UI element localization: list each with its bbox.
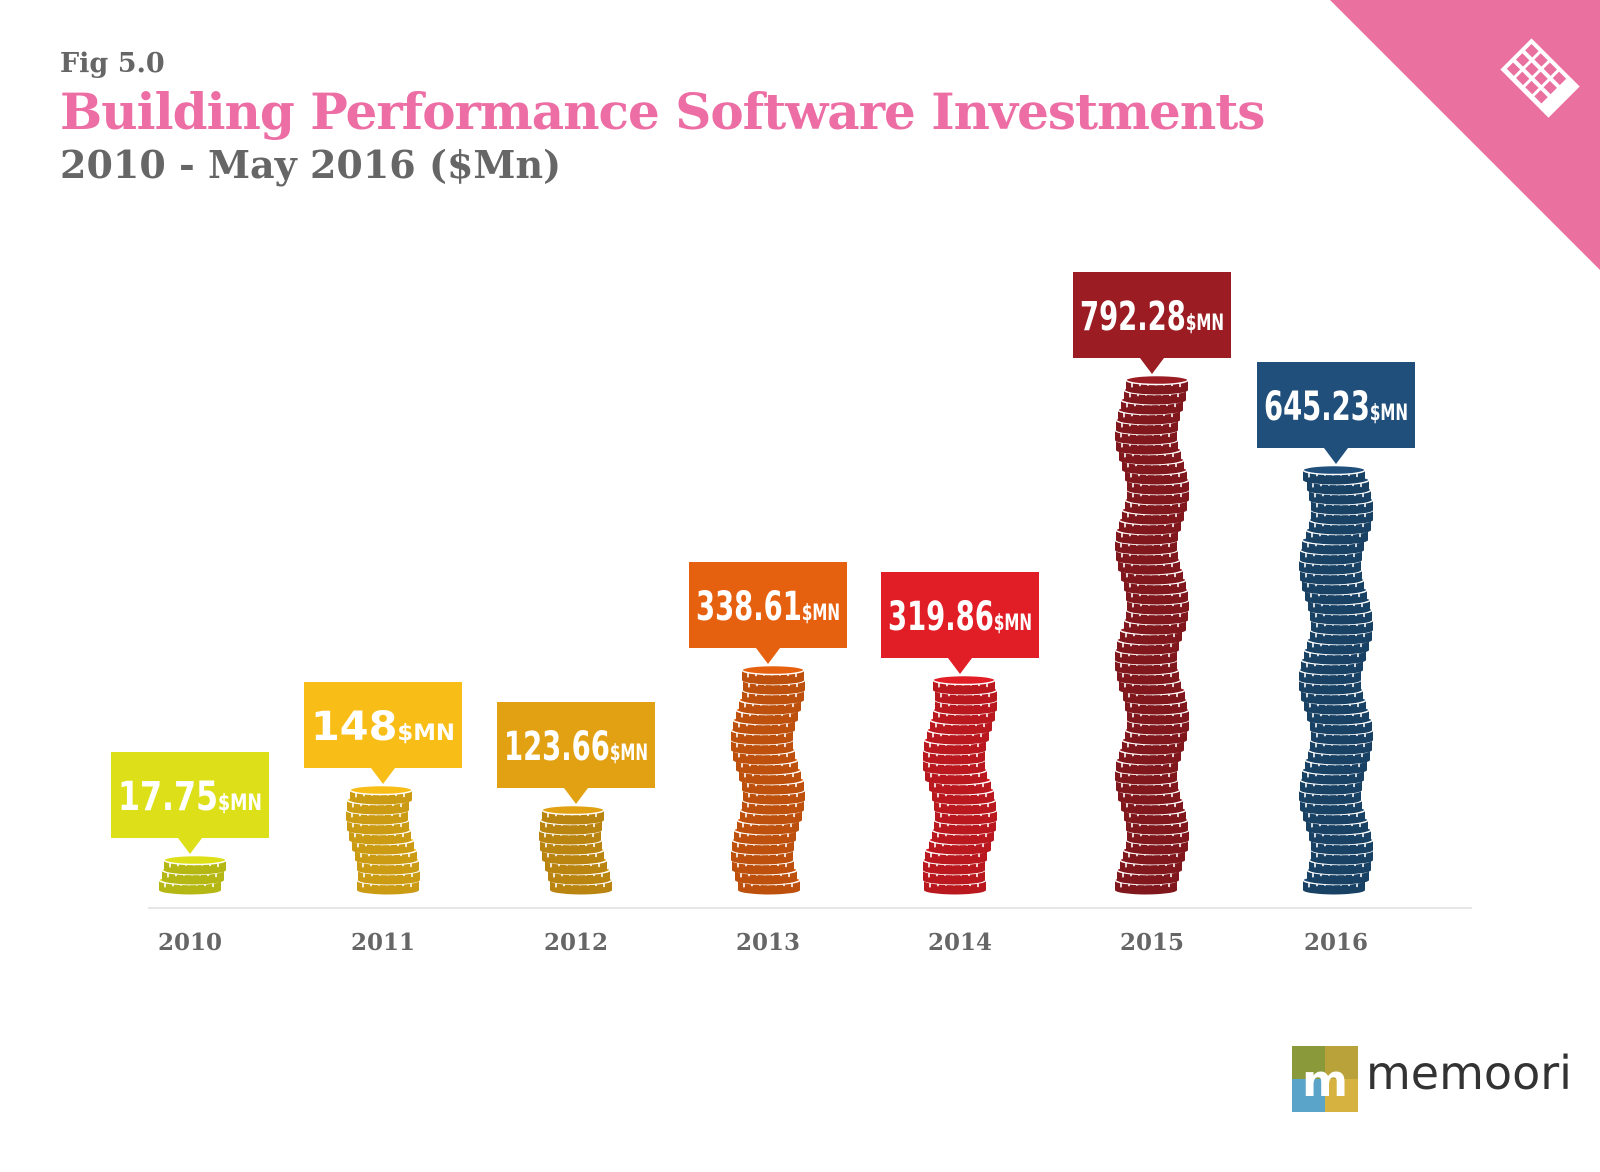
- coin: [741, 664, 805, 685]
- value-label-2015: 792.28$MN: [1073, 272, 1231, 374]
- x-tick-label-2013: 2013: [736, 929, 800, 956]
- x-tick-label-2016: 2016: [1304, 929, 1368, 956]
- coin: [163, 854, 227, 875]
- value-text-2014: 319.86$MN: [888, 594, 1032, 640]
- svg-text:m: m: [1302, 1056, 1348, 1107]
- coin: [1125, 374, 1189, 395]
- value-label-2014: 319.86$MN: [881, 572, 1039, 674]
- value-label-2013: 338.61$MN: [689, 562, 847, 664]
- x-tick-label-2011: 2011: [351, 929, 415, 956]
- x-tick-label-2010: 2010: [158, 929, 222, 956]
- coin-stack-2015: [1114, 374, 1190, 895]
- coin-stack-2011: [345, 784, 421, 895]
- coin-stack-2013: [730, 664, 806, 895]
- coin-stack-2012: [538, 804, 613, 895]
- value-text-2013: 338.61$MN: [696, 584, 840, 630]
- coin-stack-2016: [1298, 464, 1374, 895]
- value-text-2010: 17.75$MN: [118, 774, 262, 820]
- value-label-2011: 148 $MN: [304, 682, 462, 784]
- memoori-logo-icon: m: [1292, 1046, 1358, 1112]
- value-label-2010: 17.75$MN: [111, 752, 269, 854]
- coin: [349, 784, 413, 805]
- value-text-2012: 123.66$MN: [504, 724, 648, 770]
- coin: [1302, 464, 1366, 485]
- x-tick-label-2012: 2012: [544, 929, 608, 956]
- memoori-wordmark: memoori: [1366, 1046, 1572, 1100]
- coin: [932, 674, 996, 695]
- figure-label: Fig 5.0: [60, 48, 165, 79]
- coin: [541, 804, 605, 825]
- chart-subtitle: 2010 - May 2016 ($Mn): [60, 142, 562, 187]
- value-text-2011: 148 $MN: [311, 704, 455, 750]
- coin-stack-2014: [922, 674, 998, 895]
- value-text-2015: 792.28$MN: [1080, 294, 1224, 340]
- coin-stack-2010: [158, 854, 227, 895]
- x-tick-label-2014: 2014: [928, 929, 992, 956]
- building-grid-icon: [1500, 38, 1580, 118]
- value-label-2012: 123.66$MN: [497, 702, 655, 804]
- value-text-2016: 645.23$MN: [1264, 384, 1408, 430]
- value-label-2016: 645.23$MN: [1257, 362, 1415, 464]
- x-tick-label-2015: 2015: [1120, 929, 1184, 956]
- chart-title: Building Performance Software Investment…: [60, 82, 1265, 141]
